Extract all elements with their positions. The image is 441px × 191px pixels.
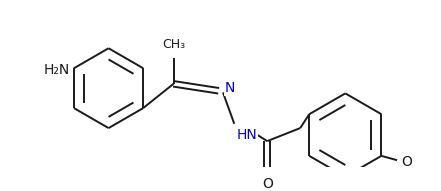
Text: O: O [262,177,273,191]
Text: H₂N: H₂N [43,63,70,77]
Text: CH₃: CH₃ [162,38,185,51]
Text: HN: HN [237,128,258,142]
Text: N: N [225,81,235,95]
Text: O: O [401,155,412,169]
